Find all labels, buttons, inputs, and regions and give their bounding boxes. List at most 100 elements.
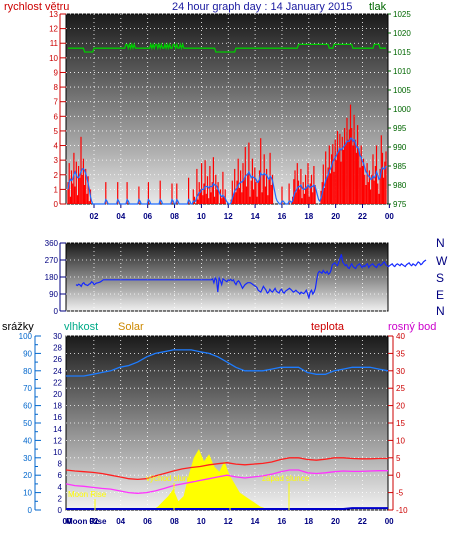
humidity-axis-title: vlhkost	[64, 321, 98, 333]
series	[65, 42, 427, 510]
direction-y-tick-label: 0	[54, 307, 59, 316]
wind-x-tick-label: 22	[358, 212, 367, 221]
chart-title: 24 hour graph day : 14 January 2015	[172, 1, 352, 13]
direction-y-tick-label: 90	[49, 290, 58, 299]
wind-x-tick-label: 10	[197, 212, 206, 221]
wind-x-tick-label: 20	[331, 212, 340, 221]
wind-x-tick-label: 12	[224, 212, 233, 221]
compass-label-n-bottom: N	[436, 304, 445, 318]
bottom-x-tick-label: 02	[89, 517, 98, 526]
bottom-x-tick-label: 06	[143, 517, 152, 526]
bottom-x-tick-label: 00	[63, 517, 72, 526]
bottom-x-tick-label: 04	[116, 517, 125, 526]
humidity-y-tick-label: 18	[53, 402, 62, 411]
pressure-line	[68, 42, 386, 53]
wind-y-tick-label: 2	[54, 171, 59, 180]
wind-y-tick-label: 10	[49, 54, 58, 63]
bottom-x-tick-label: 08	[170, 517, 179, 526]
humidity-y-tick-label: 16	[53, 413, 62, 422]
astro-annotations: Moon Rise východ slunce Moon S západ slu…	[68, 474, 310, 499]
rain-y-tick-label: 100	[19, 332, 33, 341]
x-moon-rise-label: Moon Rise	[66, 517, 107, 526]
wind-x-tick-label: 16	[277, 212, 286, 221]
compass-label-n-top: N	[436, 236, 445, 250]
humidity-y-tick-label: 26	[53, 355, 62, 364]
wind-y-tick-label: 12	[49, 25, 58, 34]
sunset-annotation: západ slunce	[262, 474, 310, 483]
compass-labels: N W S E N	[436, 236, 448, 318]
humidity-y-tick-label: 22	[53, 378, 62, 387]
dew-point-line	[65, 469, 388, 494]
pressure-y-tick-label: 980	[393, 181, 407, 190]
wind-average-line	[67, 137, 387, 205]
rain-line	[66, 507, 388, 510]
pressure-y-tick-label: 1025	[393, 10, 411, 19]
bottom-x-tick-label: 14	[250, 517, 259, 526]
bottom-x-tick-label: 22	[358, 517, 367, 526]
wind-y-tick-label: 5	[54, 127, 59, 136]
humidity-y-tick-label: 28	[53, 344, 62, 353]
pressure-axis-title: tlak	[369, 1, 387, 13]
solar-area	[66, 449, 388, 510]
pressure-y-tick-label: 1005	[393, 86, 411, 95]
rain-y-tick-label: 70	[23, 384, 32, 393]
humidity-y-tick-label: 20	[53, 390, 62, 399]
pressure-y-tick-label: 1000	[393, 105, 411, 114]
wind-x-tick-label: 04	[116, 212, 125, 221]
bottom-x-tick-label: 20	[331, 517, 340, 526]
wind-y-tick-label: 0	[54, 200, 59, 209]
temperature-line	[65, 457, 388, 481]
humidity-y-tick-label: 0	[58, 506, 63, 515]
wind-y-tick-label: 1	[54, 185, 59, 194]
humidity-y-tick-label: 30	[53, 332, 62, 341]
rain-y-tick-label: 50	[23, 419, 32, 428]
bottom-x-tick-label: 16	[277, 517, 286, 526]
humidity-y-tick-label: 8	[58, 460, 63, 469]
humidity-y-tick-label: 6	[58, 471, 63, 480]
pressure-y-tick-label: 1020	[393, 29, 411, 38]
wind-x-tick-label: 18	[304, 212, 313, 221]
temperature-y-tick-label: -5	[396, 489, 404, 498]
rain-y-tick-label: 40	[23, 436, 32, 445]
direction-y-tick-label: 360	[45, 239, 59, 248]
direction-y-tick-label: 180	[45, 273, 59, 282]
humidity-y-tick-label: 24	[53, 367, 62, 376]
rain-y-tick-label: 90	[23, 349, 32, 358]
temperature-y-tick-label: -10	[396, 506, 408, 515]
moon-rise-annotation: Moon Rise	[68, 490, 107, 499]
wind-y-tick-label: 4	[54, 142, 59, 151]
temperature-y-tick-label: 30	[396, 367, 405, 376]
wind-x-tick-label: 02	[90, 212, 99, 221]
wind-y-tick-label: 3	[54, 156, 59, 165]
direction-y-tick-label: 270	[45, 256, 59, 265]
temperature-y-tick-label: 35	[396, 349, 405, 358]
compass-label-e: E	[436, 288, 444, 302]
wind-y-tick-label: 7	[54, 98, 59, 107]
solar-axis-title: Solar	[118, 321, 144, 333]
humidity-y-tick-label: 4	[58, 483, 63, 492]
humidity-line	[66, 349, 389, 377]
humidity-y-tick-label: 12	[53, 436, 62, 445]
rain-y-tick-label: 30	[23, 454, 32, 463]
wind-x-tick-label: 08	[170, 212, 179, 221]
wind-x-tick-label: 06	[143, 212, 152, 221]
rain-y-tick-label: 10	[23, 489, 32, 498]
humidity-y-tick-label: 14	[53, 425, 62, 434]
temperature-y-tick-label: 40	[396, 332, 405, 341]
bottom-x-tick-label: 18	[304, 517, 313, 526]
temperature-axis-title: teplota	[311, 321, 345, 333]
bottom-x-tick-label: 00	[385, 517, 394, 526]
wind-y-tick-label: 11	[50, 39, 59, 48]
humidity-y-tick-label: 10	[53, 448, 62, 457]
sunrise-annotation: východ slunce	[146, 474, 197, 483]
bottom-x-tick-label: 10	[197, 517, 206, 526]
dew-point-axis-title: rosný bod	[388, 321, 436, 333]
temperature-y-tick-label: 15	[396, 419, 405, 428]
pressure-y-tick-label: 1010	[393, 67, 411, 76]
pressure-y-tick-label: 1015	[393, 48, 411, 57]
rain-y-tick-label: 20	[23, 471, 32, 480]
temperature-y-tick-label: 0	[396, 471, 401, 480]
rain-y-tick-label: 60	[23, 402, 32, 411]
wind-x-tick-label: 00	[385, 212, 394, 221]
